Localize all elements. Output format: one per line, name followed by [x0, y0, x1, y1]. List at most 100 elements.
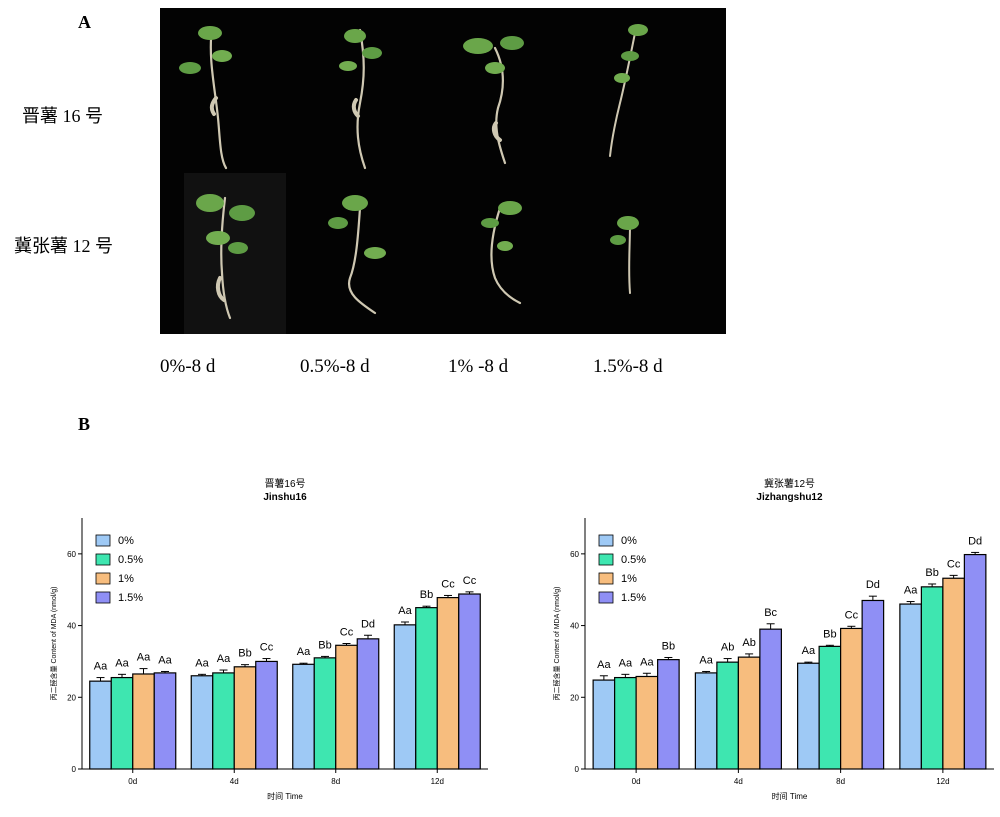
significance-label: Aa: [619, 657, 633, 669]
legend-label: 0.5%: [118, 554, 143, 566]
legend-swatch: [598, 534, 614, 547]
bar: [716, 661, 739, 770]
bar: [132, 673, 155, 770]
significance-label: Aa: [802, 645, 816, 657]
bar: [657, 659, 680, 770]
legend-swatch: [95, 572, 111, 585]
bar: [313, 657, 337, 770]
x-tick-label: 8d: [331, 777, 340, 786]
legend-label: 1.5%: [118, 592, 143, 604]
bar: [415, 607, 438, 770]
x-axis-label: 时间 Time: [772, 791, 808, 801]
significance-label: Bb: [238, 648, 251, 660]
significance-label: Aa: [217, 653, 231, 665]
significance-label: Cc: [260, 642, 274, 654]
legend-label: 0%: [621, 535, 637, 547]
y-tick-label: 20: [67, 693, 76, 702]
significance-label: Aa: [640, 656, 654, 668]
significance-label: Bb: [662, 640, 675, 652]
plant-image: [339, 28, 382, 170]
plant-photo-panel: [160, 8, 726, 334]
y-tick-label: 0: [72, 765, 77, 774]
significance-label: Cc: [441, 578, 455, 590]
x-tick-label: 8d: [836, 777, 845, 786]
significance-label: Ab: [742, 637, 755, 649]
bar: [393, 624, 417, 770]
bar: [840, 627, 863, 770]
plant-image: [610, 216, 639, 294]
y-tick-label: 60: [570, 550, 579, 559]
y-axis-label: 丙二醛含量 Content of MDA (nmol/g): [552, 587, 561, 701]
bar: [458, 593, 481, 770]
bar: [861, 599, 885, 770]
legend-swatch: [95, 534, 111, 547]
bar: [255, 660, 278, 770]
row-label-jizhangshu12: 冀张薯 12 号: [14, 236, 113, 256]
row-label-jinshu16: 晋薯 16 号: [22, 106, 103, 126]
significance-label: Aa: [904, 585, 918, 597]
condition-label-0-5pct: 0.5%-8 d: [300, 356, 370, 377]
chart-subtitle: Jinshu16: [263, 492, 307, 503]
significance-label: Aa: [297, 646, 311, 658]
y-axis-label: 丙二醛含量 Content of MDA (nmol/g): [49, 587, 58, 701]
bar: [190, 675, 214, 770]
significance-label: Aa: [398, 605, 412, 617]
significance-label: Aa: [137, 652, 151, 664]
legend-swatch: [95, 591, 111, 604]
bar: [153, 672, 177, 770]
bar: [233, 666, 257, 770]
bar: [899, 603, 922, 770]
significance-label: Aa: [597, 659, 611, 671]
legend-label: 1.5%: [621, 592, 646, 604]
significance-label: Cc: [845, 609, 859, 621]
significance-label: Cc: [340, 627, 354, 639]
significance-label: Aa: [94, 661, 108, 673]
x-tick-label: 12d: [936, 777, 949, 786]
bar: [797, 662, 820, 770]
significance-label: Bb: [318, 639, 331, 651]
bar: [963, 553, 987, 770]
legend-label: 0.5%: [621, 554, 646, 566]
legend-label: 1%: [118, 573, 134, 585]
panel-b-letter: B: [78, 414, 91, 434]
significance-label: Bb: [823, 628, 836, 640]
significance-label: Dd: [866, 579, 880, 591]
bar: [759, 628, 782, 770]
y-tick-label: 40: [67, 622, 76, 631]
y-tick-label: 0: [575, 765, 580, 774]
legend-label: 1%: [621, 573, 637, 585]
panel-a-letter: A: [78, 12, 91, 32]
legend-swatch: [95, 553, 111, 566]
chart-title: 晋薯16号: [264, 477, 305, 490]
plant-image: [328, 195, 386, 315]
significance-label: Aa: [699, 654, 713, 666]
legend-swatch: [598, 591, 614, 604]
x-tick-label: 0d: [632, 777, 641, 786]
x-tick-label: 4d: [734, 777, 743, 786]
plant-image: [481, 201, 522, 305]
condition-label-0pct: 0%-8 d: [160, 356, 216, 377]
legend-label: 0%: [118, 535, 134, 547]
mda-bar-charts: 晋薯16号 Jinshu16 0 20 40 60 丙二醛含量 Content of MDA…: [49, 477, 994, 801]
significance-label: Cc: [947, 558, 961, 570]
plant-image: [179, 26, 232, 170]
plant-image: [609, 24, 648, 157]
legend-swatch: [598, 572, 614, 585]
plant-image: [196, 194, 255, 320]
bar: [335, 644, 358, 770]
significance-label: Dd: [361, 618, 375, 630]
x-tick-label: 0d: [128, 777, 137, 786]
bar: [942, 577, 965, 770]
significance-label: Bc: [764, 607, 777, 619]
y-tick-label: 20: [570, 693, 579, 702]
x-tick-label: 12d: [431, 777, 444, 786]
significance-label: Ab: [721, 642, 734, 654]
x-tick-label: 4d: [230, 777, 239, 786]
bar: [694, 672, 718, 770]
x-axis-label: 时间 Time: [267, 791, 303, 801]
y-tick-label: 40: [570, 622, 579, 631]
significance-label: Bb: [420, 589, 433, 601]
condition-label-1pct: 1% -8 d: [448, 356, 509, 377]
significance-label: Dd: [968, 535, 982, 547]
bar: [614, 676, 637, 770]
